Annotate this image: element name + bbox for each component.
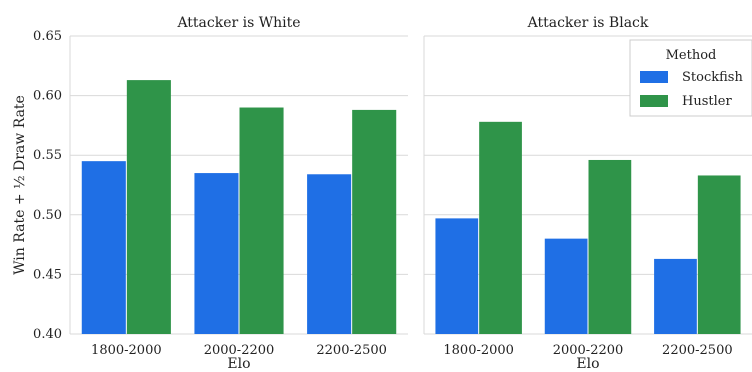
- y-tick-label: 0.45: [33, 267, 62, 282]
- bar-hustler-2000-2200: [588, 159, 632, 334]
- panel-title: Attacker is Black: [527, 15, 649, 31]
- y-tick-label: 0.40: [33, 327, 62, 342]
- x-axis-label: Elo: [576, 356, 599, 372]
- bar-hustler-2000-2200: [239, 107, 284, 335]
- legend: Method Stockfish Hustler: [629, 39, 752, 117]
- legend-label-stockfish: Stockfish: [682, 70, 743, 85]
- y-tick-label: 0.55: [33, 148, 62, 163]
- bar-stockfish-2200-2500: [654, 258, 697, 334]
- x-axis-label: Elo: [227, 356, 250, 372]
- bar-stockfish-2000-2200: [544, 238, 588, 334]
- x-tick-label: 1800-2000: [91, 343, 162, 358]
- panel-title: Attacker is White: [176, 15, 300, 31]
- legend-title: Method: [666, 48, 717, 63]
- bar-hustler-1800-2000: [479, 121, 522, 334]
- legend-swatch-stockfish: [640, 71, 668, 83]
- x-tick-label: 2200-2500: [316, 343, 387, 358]
- bar-hustler-1800-2000: [126, 80, 171, 334]
- bar-stockfish-2200-2500: [307, 174, 352, 334]
- bar-hustler-2200-2500: [697, 175, 741, 334]
- bar-stockfish-1800-2000: [435, 218, 479, 334]
- y-tick-label: 0.50: [33, 208, 62, 223]
- y-axis-label: Win Rate + ½ Draw Rate: [12, 95, 28, 275]
- legend-label-hustler: Hustler: [682, 94, 732, 109]
- legend-swatch-hustler: [640, 95, 668, 107]
- y-tick-label: 0.65: [33, 29, 62, 44]
- x-tick-label: 1800-2000: [443, 343, 514, 358]
- y-tick-label: 0.60: [33, 89, 62, 104]
- x-tick-label: 2200-2500: [662, 343, 733, 358]
- x-tick-label: 2000-2200: [553, 343, 624, 358]
- bar-stockfish-2000-2200: [194, 173, 239, 334]
- x-tick-label: 2000-2200: [204, 343, 275, 358]
- bar-hustler-2200-2500: [352, 109, 397, 335]
- bar-stockfish-1800-2000: [81, 161, 126, 334]
